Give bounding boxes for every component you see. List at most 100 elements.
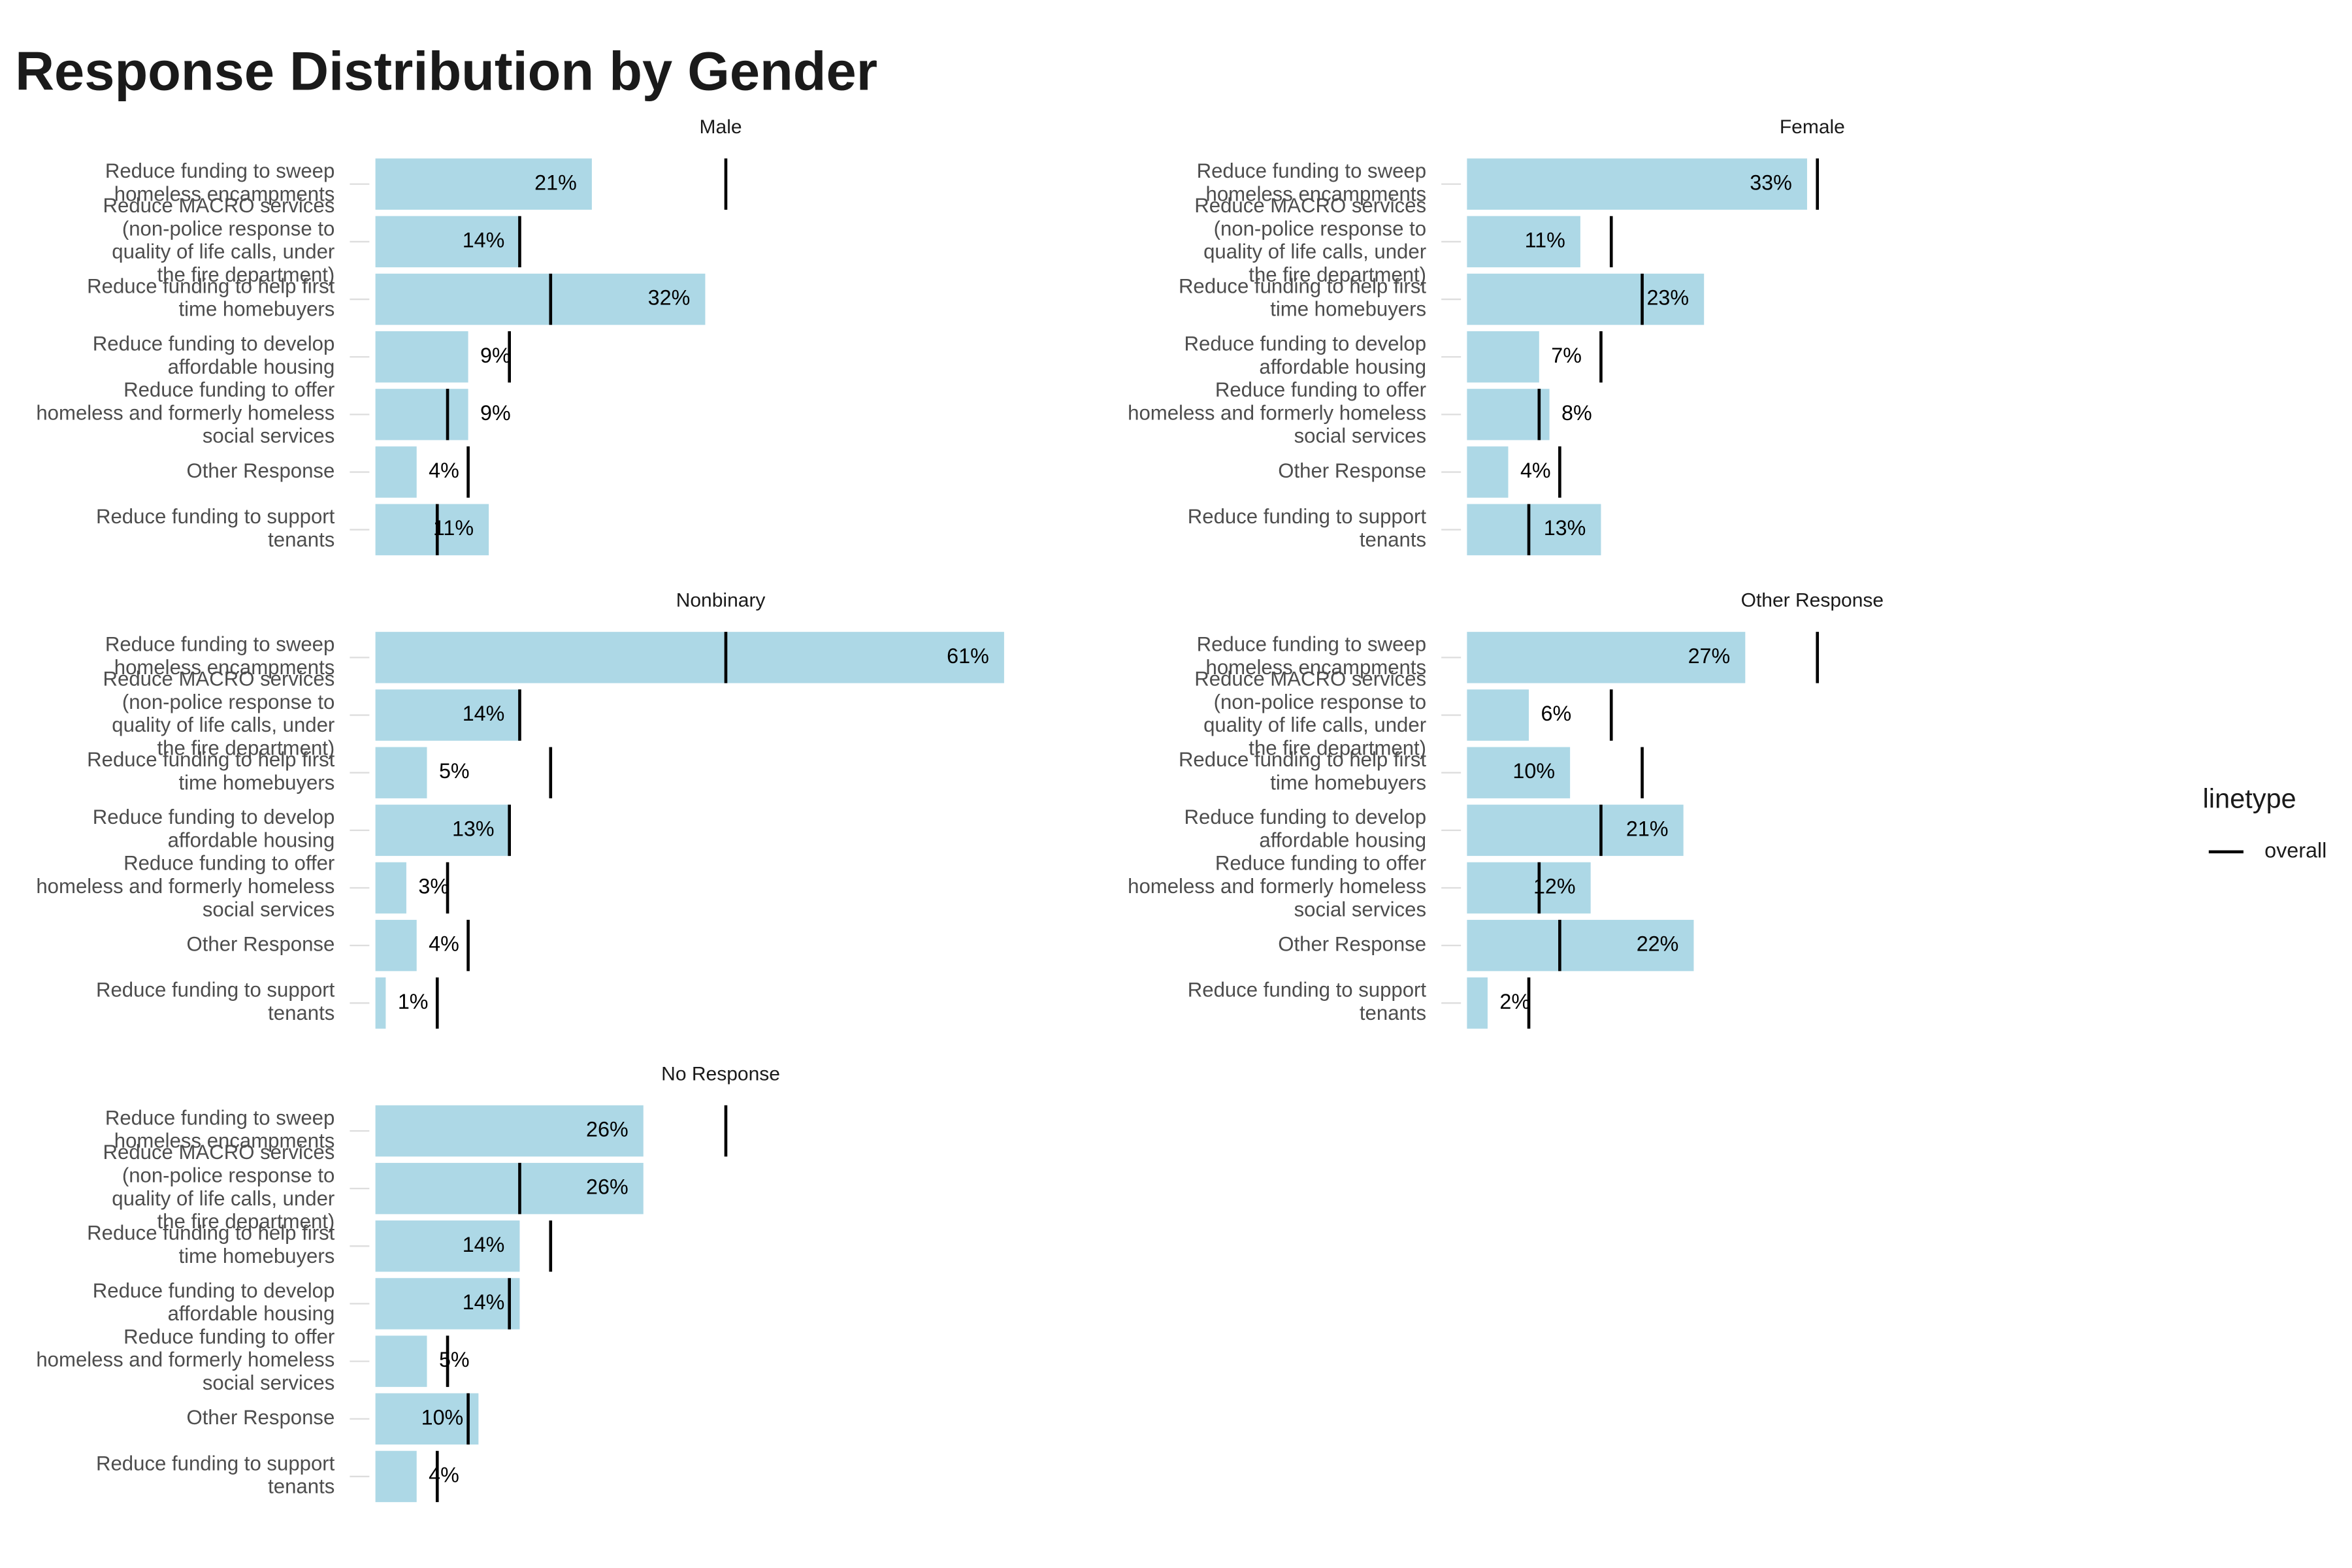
bar xyxy=(1467,862,1591,914)
facet-title: No Response xyxy=(661,1063,780,1085)
value-label: 61% xyxy=(947,644,989,668)
bar xyxy=(375,804,510,857)
legend-label: overall xyxy=(2264,838,2327,862)
bar xyxy=(375,977,386,1029)
y-tick-label: Reduce MACRO services (non-police respons… xyxy=(103,194,335,286)
bar xyxy=(1467,446,1509,498)
facet-panel: Other Response Reduce funding to sweep hom… xyxy=(1128,590,1884,1029)
value-label: 26% xyxy=(586,1175,629,1199)
y-tick-label: Reduce MACRO services (non-police respons… xyxy=(1194,668,1426,760)
value-label: 13% xyxy=(1544,516,1586,540)
bar xyxy=(375,747,427,798)
value-label: 8% xyxy=(1561,401,1592,425)
legend-title: linetype xyxy=(2203,783,2296,813)
y-tick-label: Other Response xyxy=(1278,459,1426,482)
y-tick-label: Reduce funding to offer homeless and form… xyxy=(1128,852,1426,921)
bar xyxy=(375,331,468,383)
y-tick-label: Reduce funding to support tenants xyxy=(96,979,335,1024)
y-tick-label: Reduce funding to offer homeless and form… xyxy=(36,378,335,448)
y-tick-label: Other Response xyxy=(187,932,335,955)
y-tick-label: Reduce funding to support tenants xyxy=(1188,505,1427,551)
bar xyxy=(375,1278,520,1330)
bar xyxy=(1467,689,1529,741)
value-label: 33% xyxy=(1750,171,1792,194)
bar xyxy=(375,1162,644,1215)
value-label: 9% xyxy=(480,344,511,367)
facet-title: Male xyxy=(700,116,742,138)
y-tick-label: Reduce funding to develop affordable hous… xyxy=(93,1279,335,1325)
value-label: 4% xyxy=(429,459,459,482)
bar xyxy=(1467,273,1705,325)
y-tick-label: Reduce funding to help first time homebuy… xyxy=(87,275,335,321)
y-tick-label: Reduce funding to sweep homeless encampme… xyxy=(1197,633,1426,679)
facet-title: Nonbinary xyxy=(676,590,766,612)
y-tick-label: Reduce funding to develop affordable hous… xyxy=(93,333,335,378)
y-tick-label: Reduce MACRO services (non-police respons… xyxy=(103,668,335,760)
bar xyxy=(375,389,468,440)
bar xyxy=(375,632,1004,683)
bar xyxy=(1467,389,1550,440)
value-label: 14% xyxy=(463,228,505,252)
value-label: 6% xyxy=(1541,702,1571,725)
chart-title: Response Distribution by Gender xyxy=(15,41,877,101)
y-tick-label: Reduce funding to sweep homeless encampme… xyxy=(105,159,335,205)
value-label: 9% xyxy=(480,401,511,425)
y-tick-label: Reduce funding to sweep homeless encampme… xyxy=(105,1107,335,1152)
value-label: 1% xyxy=(398,990,429,1013)
bar xyxy=(1467,158,1807,210)
y-tick-label: Reduce funding to help first time homebuy… xyxy=(87,748,335,794)
value-label: 14% xyxy=(463,1290,505,1314)
value-label: 4% xyxy=(429,1463,459,1486)
bar xyxy=(375,689,520,741)
y-tick-label: Reduce funding to help first time homebuy… xyxy=(87,1222,335,1267)
bar xyxy=(375,504,489,555)
y-tick-label: Reduce MACRO services (non-police respons… xyxy=(1194,194,1426,286)
y-tick-label: Reduce funding to sweep homeless encampme… xyxy=(105,633,335,679)
value-label: 22% xyxy=(1637,932,1679,956)
y-tick-label: Reduce funding to help first time homebuy… xyxy=(1179,275,1426,321)
bar xyxy=(1467,747,1571,798)
bar xyxy=(375,446,417,498)
value-label: 27% xyxy=(1688,644,1731,668)
bar xyxy=(1467,504,1601,555)
y-tick-label: Reduce funding to offer homeless and form… xyxy=(36,1326,335,1395)
bar xyxy=(1467,216,1580,268)
y-tick-label: Other Response xyxy=(187,1406,335,1429)
value-label: 11% xyxy=(433,516,474,540)
value-label: 23% xyxy=(1646,286,1689,310)
bar xyxy=(1467,804,1684,857)
facet-panel: Nonbinary Reduce funding to sweep homeless… xyxy=(36,590,1004,1029)
value-label: 10% xyxy=(421,1405,464,1429)
y-tick-label: Reduce MACRO services (non-police respons… xyxy=(103,1141,335,1233)
bar xyxy=(375,216,520,268)
y-tick-label: Reduce funding to develop affordable hous… xyxy=(1184,333,1427,378)
facet-panel: Female Reduce funding to sweep homeless en… xyxy=(1128,116,1845,555)
bar xyxy=(375,1393,479,1445)
value-label: 14% xyxy=(463,1233,505,1256)
value-label: 4% xyxy=(1520,459,1551,482)
y-tick-label: Other Response xyxy=(1278,932,1426,955)
y-tick-label: Reduce funding to support tenants xyxy=(96,1452,335,1498)
y-tick-label: Reduce funding to offer homeless and form… xyxy=(36,852,335,921)
bar xyxy=(1467,331,1539,383)
y-tick-label: Reduce funding to support tenants xyxy=(1188,979,1427,1024)
facet-panel: Male Reduce funding to sweep homeless enca… xyxy=(36,116,742,555)
y-tick-label: Reduce funding to support tenants xyxy=(96,505,335,551)
bar xyxy=(375,1105,644,1157)
bar xyxy=(375,273,706,325)
value-label: 10% xyxy=(1512,759,1555,783)
bar xyxy=(375,158,592,210)
value-label: 5% xyxy=(439,1348,470,1371)
bar xyxy=(1467,632,1746,683)
value-label: 12% xyxy=(1533,875,1576,898)
value-label: 26% xyxy=(586,1118,629,1141)
bar xyxy=(375,862,406,914)
y-tick-label: Reduce funding to develop affordable hous… xyxy=(93,806,335,851)
bar xyxy=(1467,977,1488,1029)
y-tick-label: Reduce funding to develop affordable hous… xyxy=(1184,806,1427,851)
value-label: 2% xyxy=(1499,990,1530,1013)
facet-panel: No Response Reduce funding to sweep homele… xyxy=(36,1063,780,1503)
y-tick-label: Reduce funding to help first time homebuy… xyxy=(1179,748,1426,794)
